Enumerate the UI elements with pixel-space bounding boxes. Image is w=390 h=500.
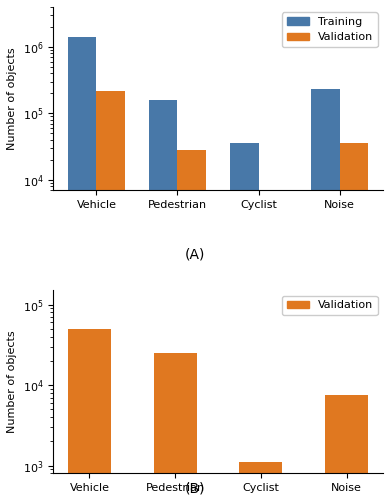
Legend: Training, Validation: Training, Validation: [282, 12, 378, 47]
Bar: [154, 353, 197, 500]
Y-axis label: Number of objects: Number of objects: [7, 330, 17, 433]
Bar: [68, 37, 96, 500]
Legend: Validation: Validation: [282, 296, 378, 315]
Bar: [230, 144, 259, 500]
Bar: [325, 395, 368, 500]
Text: (A): (A): [185, 248, 205, 262]
Bar: [96, 90, 125, 500]
Y-axis label: Number of objects: Number of objects: [7, 47, 17, 150]
Bar: [259, 190, 287, 500]
Bar: [68, 329, 111, 500]
Bar: [177, 150, 206, 500]
Bar: [340, 144, 368, 500]
Bar: [311, 89, 340, 500]
Bar: [239, 462, 282, 500]
Bar: [149, 100, 177, 500]
Text: (B): (B): [185, 481, 205, 495]
